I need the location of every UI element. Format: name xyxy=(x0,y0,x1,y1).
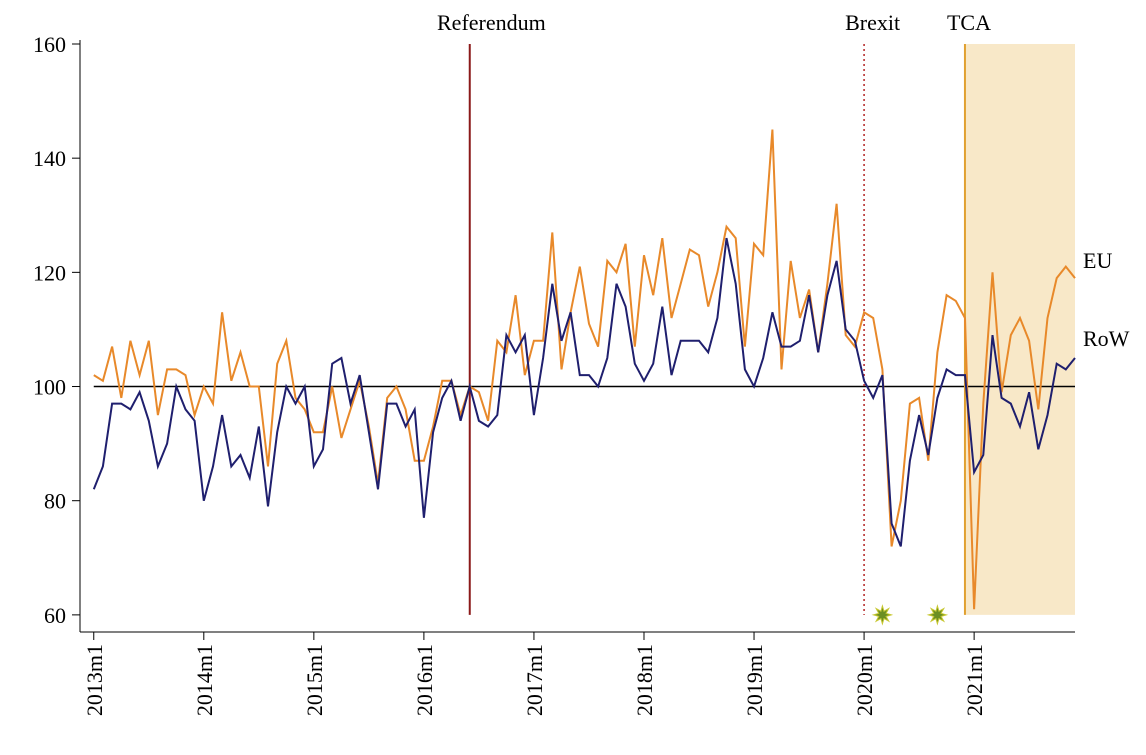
series-line xyxy=(93,129,1076,610)
x-tick-label: 2019m1 xyxy=(742,644,767,716)
series-label: RoW xyxy=(1083,326,1130,351)
x-tick-label: 2015m1 xyxy=(302,644,327,716)
y-tick-label: 140 xyxy=(33,146,66,171)
series-label: EU xyxy=(1083,248,1112,273)
series-line xyxy=(92,237,1076,547)
y-tick-label: 160 xyxy=(33,32,66,57)
y-tick-label: 60 xyxy=(44,603,66,628)
x-tick-label: 2013m1 xyxy=(82,644,107,716)
x-tick-label: 2021m1 xyxy=(962,644,987,716)
event-label: Referendum xyxy=(437,10,546,35)
star-marker xyxy=(871,604,894,626)
x-tick-label: 2020m1 xyxy=(852,644,877,716)
y-tick-label: 120 xyxy=(33,260,66,285)
event-label: Brexit xyxy=(845,10,900,35)
y-tick-label: 80 xyxy=(44,489,66,514)
tca-shade xyxy=(964,43,1075,615)
x-tick-label: 2017m1 xyxy=(522,644,547,716)
x-tick-label: 2014m1 xyxy=(192,644,217,716)
x-tick-label: 2016m1 xyxy=(412,644,437,716)
star-marker xyxy=(926,604,949,626)
event-label: TCA xyxy=(947,10,991,35)
x-tick-label: 2018m1 xyxy=(632,644,657,716)
y-tick-label: 100 xyxy=(33,375,66,400)
